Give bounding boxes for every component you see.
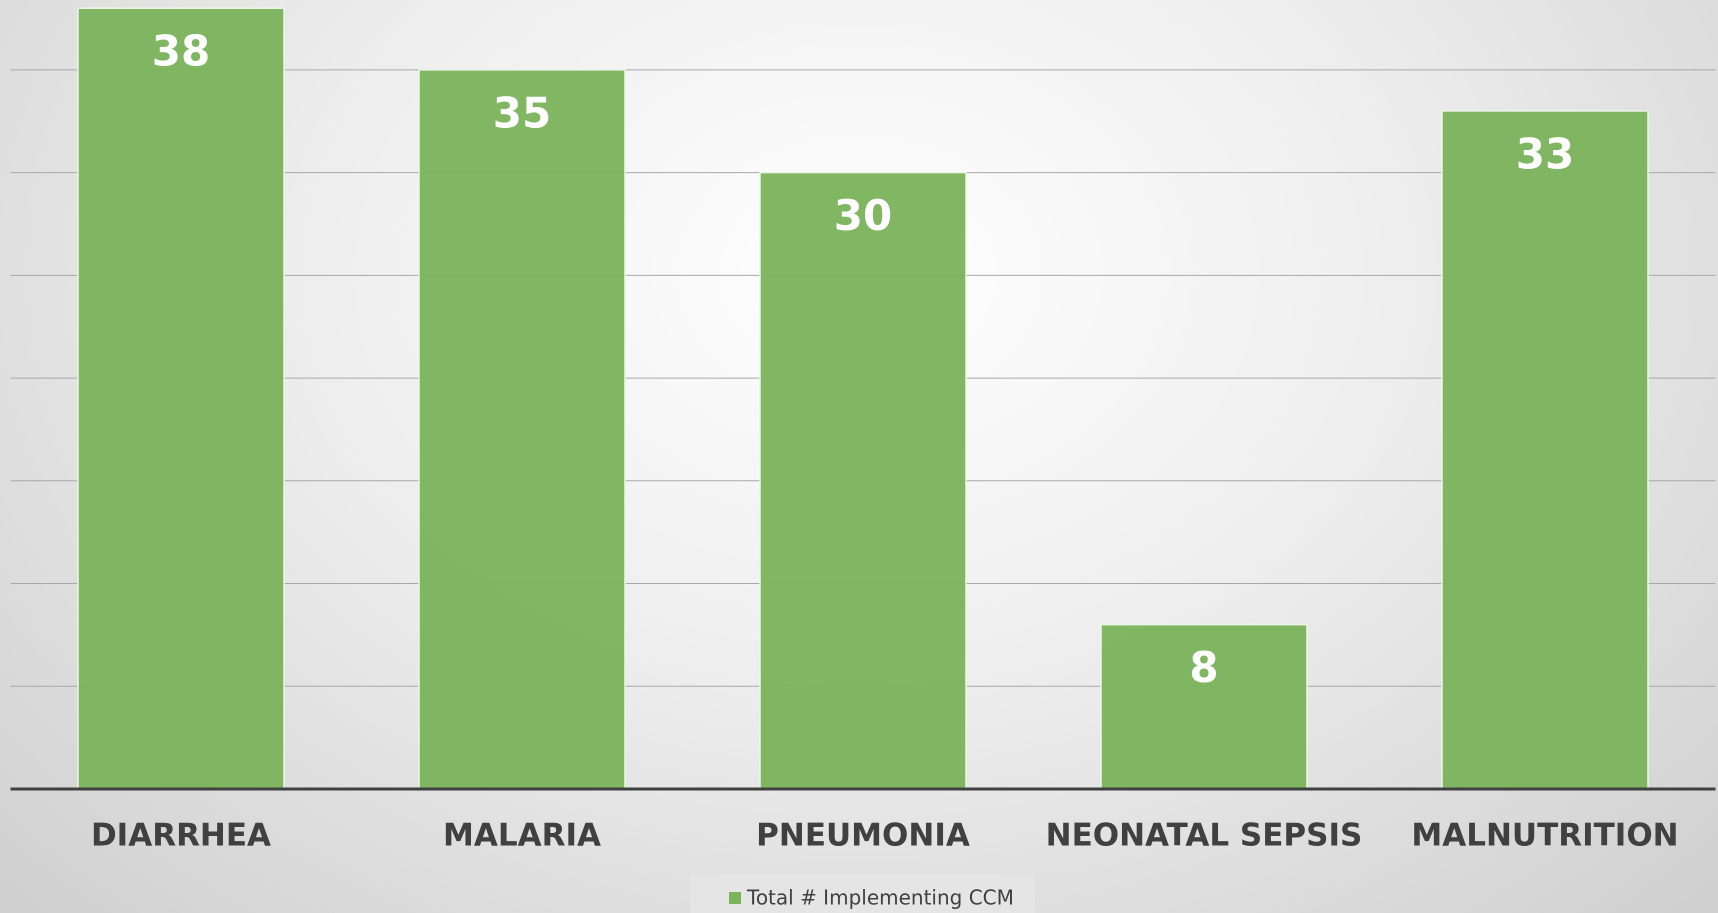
bar — [1441, 110, 1649, 790]
x-tick-label: DIARRHEA — [91, 818, 271, 854]
value-label: 33 — [1516, 129, 1574, 178]
legend-swatch — [729, 892, 741, 904]
legend-box — [690, 874, 1035, 913]
x-tick-label: PNEUMONIA — [756, 818, 970, 854]
value-label: 35 — [493, 88, 551, 137]
x-tick-label: NEONATAL SEPSIS — [1046, 818, 1363, 854]
value-label: 38 — [152, 27, 210, 76]
legend-label: Total # Implementing CCM — [746, 886, 1014, 910]
bar — [418, 69, 626, 790]
x-tick-label: MALNUTRITION — [1411, 818, 1678, 854]
bar — [77, 7, 285, 790]
bar — [1100, 623, 1308, 790]
value-label: 8 — [1189, 643, 1218, 692]
x-tick-label: MALARIA — [443, 818, 601, 854]
value-label: 30 — [834, 191, 892, 240]
bar — [759, 171, 967, 790]
